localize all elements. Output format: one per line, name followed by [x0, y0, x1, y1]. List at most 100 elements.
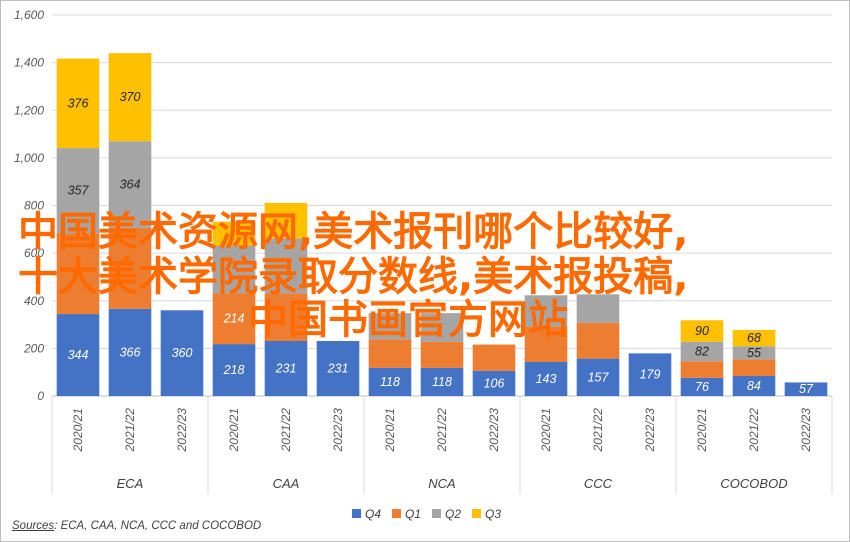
bar-segment-q2 — [264, 238, 308, 294]
legend-label: Q4 — [365, 507, 381, 521]
bar-segment-q1 — [576, 322, 620, 359]
x-tick-label: 2022/23 — [331, 408, 345, 453]
legend-swatch — [352, 509, 361, 518]
bar-segment-q4 — [472, 370, 516, 396]
legend-swatch — [432, 509, 441, 518]
bar-segment-q4 — [108, 308, 152, 396]
bar-segment-q2 — [420, 313, 464, 342]
y-tick-label: 1,600 — [14, 8, 44, 22]
bar-segment-q3 — [732, 330, 776, 347]
bar-segment-q4 — [680, 377, 724, 396]
bars: 344 357 376 366 364 370 360 218 214 231 231 118 118 1… — [56, 53, 828, 396]
bar-segment-q1 — [420, 341, 464, 368]
data-label: 84 — [747, 379, 761, 393]
bar-segment-q4 — [628, 353, 672, 396]
data-label: 90 — [695, 324, 709, 338]
data-label: 370 — [120, 90, 141, 104]
overlay-text-line-2: 十大美术学院录取分数线,美术报投稿, — [18, 254, 689, 300]
data-label: 179 — [640, 368, 661, 382]
bar-segment-q2 — [108, 141, 152, 228]
legend-label: Q2 — [445, 507, 461, 521]
x-axis: 2020/21 2021/22 2022/23 ECA 2020/21 2021/22 20… — [51, 396, 833, 494]
y-tick-label: 200 — [23, 341, 44, 355]
x-tick-label: 2020/21 — [695, 408, 709, 452]
bar-segment-q1 — [56, 233, 100, 315]
source-note: Sources: ECA, CAA, NCA, CCC and COCOBOD — [12, 520, 261, 532]
x-tick-label: 2022/23 — [643, 408, 657, 453]
y-tick-label: 1,000 — [14, 151, 44, 165]
bar-segment-q3 — [212, 221, 256, 246]
legend-label: Q1 — [405, 507, 421, 521]
x-tick-label: 2021/22 — [747, 408, 761, 453]
y-tick-label: 800 — [24, 199, 44, 213]
bar-segment-q4 — [56, 314, 100, 396]
data-label: 76 — [695, 380, 709, 394]
group-label: CCC — [584, 476, 613, 491]
legend: Q4 Q1 Q2 Q3 — [352, 507, 501, 521]
x-tick-label: 2021/22 — [435, 408, 449, 453]
bar-segment-q3 — [264, 202, 308, 239]
bar-segment-q4 — [524, 361, 568, 396]
data-label: 82 — [695, 344, 709, 358]
bar-segment-q4 — [368, 367, 412, 396]
bar-segment-q1 — [212, 293, 256, 345]
bar-segment-q2 — [576, 294, 620, 323]
data-label: 231 — [275, 361, 297, 375]
bar-segment-q1 — [524, 326, 568, 362]
bar-segment-q3 — [680, 320, 724, 342]
data-label: 118 — [432, 375, 452, 389]
bar-segment-q1 — [108, 227, 152, 309]
bar-segment-q4 — [160, 310, 204, 396]
x-tick-label: 2021/22 — [279, 408, 293, 453]
data-label: 143 — [536, 372, 557, 386]
data-label: 360 — [172, 346, 193, 360]
data-label: 106 — [484, 376, 505, 390]
bar-segment-q2 — [680, 341, 724, 362]
y-tick-label: 1,200 — [14, 103, 44, 117]
bar-segment-q2 — [368, 313, 412, 340]
bar-segment-q3 — [56, 58, 100, 149]
x-tick-label: 2020/21 — [227, 408, 241, 452]
x-tick-label: 2022/23 — [487, 408, 501, 453]
data-label: 357 — [68, 184, 90, 198]
bar-segment-q4 — [264, 340, 308, 396]
bar-segment-q4 — [732, 375, 776, 396]
group-label: NCA — [428, 476, 455, 491]
data-label: 57 — [799, 382, 814, 396]
data-label: 364 — [120, 178, 141, 192]
data-label: 68 — [747, 331, 761, 345]
x-tick-label: 2021/22 — [123, 408, 137, 453]
y-tick-label: 0 — [37, 389, 44, 403]
y-tick-label: 1,400 — [14, 56, 44, 70]
overlay-text-line-3: 中国书画官方网站 — [248, 297, 568, 343]
data-label: 214 — [223, 312, 245, 326]
bar-segment-q4 — [212, 344, 256, 396]
legend-swatch — [392, 509, 401, 518]
bar-segment-q2 — [212, 245, 256, 294]
legend-swatch — [472, 509, 481, 518]
bar-segment-q2 — [524, 295, 568, 327]
legend-label: Q3 — [485, 507, 501, 521]
data-label: 366 — [120, 345, 141, 359]
bar-segment-q1 — [680, 361, 724, 378]
bar-segment-q2 — [56, 148, 100, 234]
bar-segment-q1 — [472, 344, 516, 371]
data-label: 376 — [68, 96, 89, 110]
y-tick-label: 400 — [24, 294, 44, 308]
x-tick-label: 2020/21 — [383, 408, 397, 452]
x-tick-label: 2021/22 — [591, 408, 605, 453]
group-label: ECA — [117, 476, 144, 491]
group-label: COCOBOD — [720, 476, 787, 491]
source-label: Sources — [12, 520, 55, 532]
data-label: 218 — [223, 363, 245, 377]
bar-segment-q1 — [732, 359, 776, 376]
x-tick-label: 2020/21 — [539, 408, 553, 452]
bar-segment-q4 — [420, 367, 464, 396]
x-tick-label: 2022/23 — [175, 408, 189, 453]
data-label: 344 — [68, 348, 89, 362]
data-label: 55 — [747, 346, 761, 360]
y-tick-label: 600 — [24, 246, 44, 260]
x-tick-label: 2020/21 — [71, 408, 85, 452]
overlay-text-line-1: 中国美术资源网,美术报刊哪个比较好, — [18, 209, 689, 255]
